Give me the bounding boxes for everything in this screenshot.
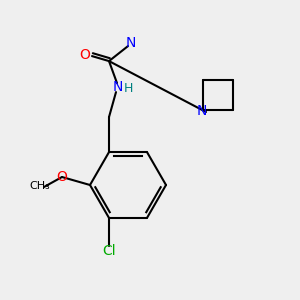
Text: Cl: Cl — [102, 244, 116, 258]
Text: N: N — [197, 104, 207, 118]
Text: CH₃: CH₃ — [30, 181, 50, 191]
Text: O: O — [57, 170, 68, 184]
Text: O: O — [80, 48, 90, 62]
Text: N: N — [126, 36, 136, 50]
Text: H: H — [123, 82, 133, 94]
Text: N: N — [113, 80, 123, 94]
